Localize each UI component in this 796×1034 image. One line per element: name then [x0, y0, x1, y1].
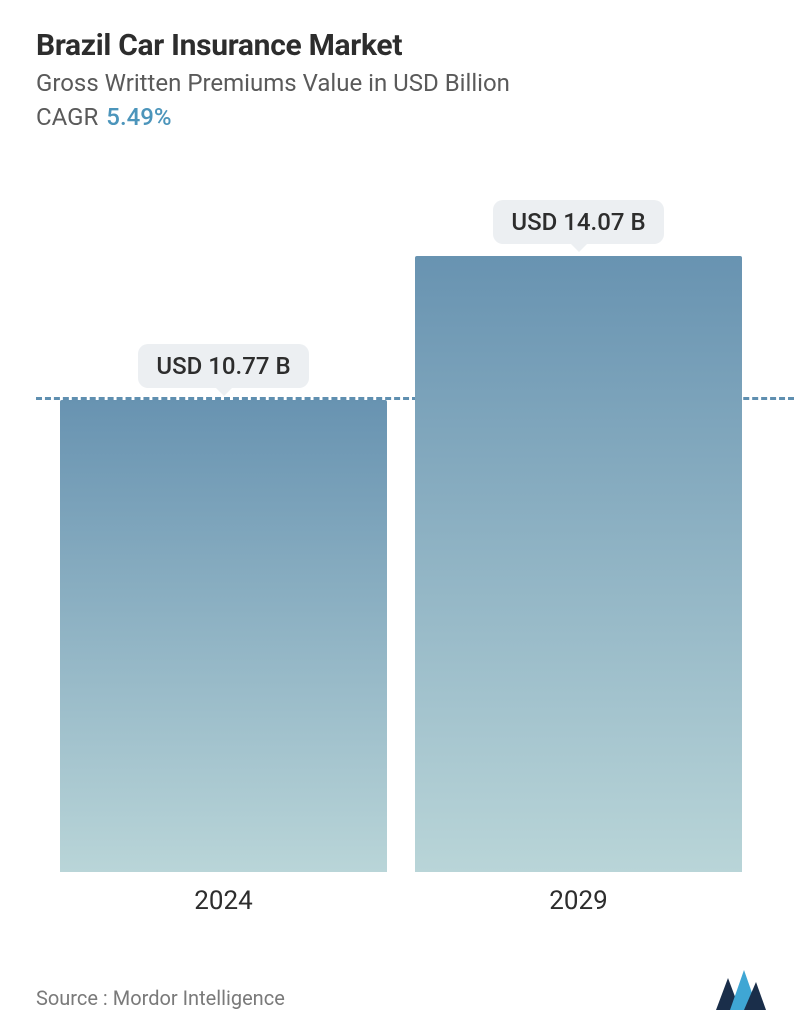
bar-group-1: USD 14.07 B [415, 171, 742, 872]
chart-header: Brazil Car Insurance Market Gross Writte… [36, 28, 766, 131]
source-text: Source : Mordor Intelligence [36, 986, 285, 1010]
chart-subtitle: Gross Written Premiums Value in USD Bill… [36, 69, 766, 97]
chart-title: Brazil Car Insurance Market [36, 28, 766, 63]
bar-group-0: USD 10.77 B [60, 171, 387, 872]
cagr-line: CAGR 5.49% [36, 103, 766, 131]
bar-0 [60, 400, 387, 872]
cagr-label: CAGR [36, 103, 98, 131]
value-chip-1: USD 14.07 B [493, 200, 663, 244]
cagr-value: 5.49% [106, 103, 171, 131]
chart-footer: Source : Mordor Intelligence [36, 962, 766, 1010]
chart-container: Brazil Car Insurance Market Gross Writte… [0, 0, 796, 1034]
plot-region: USD 10.77 B USD 14.07 B [36, 171, 766, 872]
mordor-logo-icon [716, 970, 766, 1010]
bars-row: USD 10.77 B USD 14.07 B [36, 171, 766, 872]
chart-plot-area: USD 10.77 B USD 14.07 B 2024 2029 [36, 171, 766, 932]
value-chip-0: USD 10.77 B [138, 344, 308, 388]
x-axis: 2024 2029 [36, 872, 766, 932]
xlabel-0: 2024 [60, 872, 387, 932]
xlabel-1: 2029 [415, 872, 742, 932]
bar-1 [415, 256, 742, 872]
